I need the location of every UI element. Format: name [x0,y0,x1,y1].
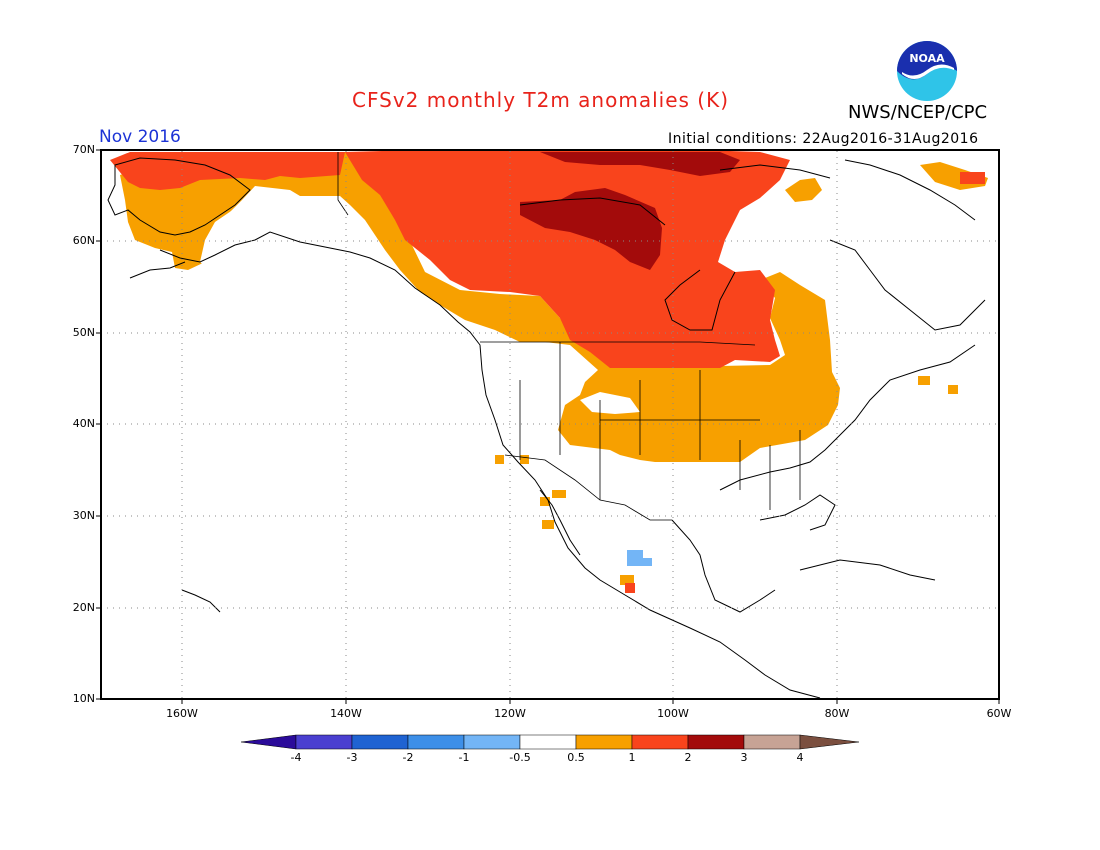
anomaly-0.5-1-region [520,455,529,464]
colorbar-label: -3 [346,751,358,764]
anomaly-0.5-1-region [340,152,840,462]
colorbar-m2-m1 [407,734,465,750]
anomaly-0.5-1-region [948,385,958,394]
agency-label: NWS/NCEP/CPC [848,102,988,123]
anomaly-fields [110,150,988,593]
colorbar-m4-m3 [295,734,353,750]
colorbar-label: 1 [628,751,636,764]
lat-label: 40N [72,417,95,430]
anomaly-1-2-region [110,152,345,190]
chart-title: CFSv2 monthly T2m anomalies (K) [352,88,729,112]
anomaly-0.5-1-region [920,162,988,190]
forecast-period: Nov 2016 [99,127,181,147]
colorbar-below-4 [240,734,297,750]
colorbar-m1-m05 [463,734,521,750]
colorbar-label: 4 [796,751,804,764]
anomaly-2-3-region [520,188,662,270]
anomaly-0.5-1-region [495,455,504,464]
lat-label: 30N [72,509,95,522]
colorbar-label: -4 [290,751,302,764]
lat-label: 60N [72,234,95,247]
anomaly-0.5-1-region [918,376,930,385]
anomaly-1-2-region [750,160,780,178]
lon-label: 100W [657,707,689,720]
colorbar-label: -2 [402,751,414,764]
anomaly-0.5-1-region [620,575,634,585]
anomaly-1-2-region [625,583,635,593]
lon-label: 120W [494,707,526,720]
neutral-region [580,392,640,414]
noaa-logo-text: NOAA [909,52,945,65]
lat-label: 10N [72,692,95,705]
lat-label: 70N [72,143,95,156]
map-frame [100,149,1000,700]
gridlines [101,151,999,699]
colorbar-label: -1 [458,751,470,764]
initial-conditions: Initial conditions: 22Aug2016-31Aug2016 [668,131,979,147]
anomaly-2-3-region [540,152,740,176]
lon-label: 160W [166,707,198,720]
lon-label: 140W [330,707,362,720]
colorbar-label: 3 [740,751,748,764]
political-borders [337,152,801,521]
anomaly-0.5-1-region [542,520,554,529]
anomaly-1-2-region [345,150,790,368]
colorbar-neutral [519,734,577,750]
colorbar-2-3 [687,734,745,750]
anomaly-0.5-1-region [785,178,822,202]
anomaly-0.5-1-region [552,490,566,498]
axis-ticks [96,149,1000,704]
colorbar-label: 0.5 [567,751,585,764]
lon-label: 60W [986,707,1012,720]
anomaly-0.5-1-region [120,152,350,270]
lat-label: 50N [72,326,95,339]
colorbar-m3-m2 [351,734,409,750]
colorbar-3-4 [743,734,801,750]
colorbar-05-1 [575,734,633,750]
colorbar-label: 2 [684,751,692,764]
noaa-logo: NOAA [897,41,957,101]
lat-label: 20N [72,601,95,614]
colorbar-1-2 [631,734,689,750]
neutral-region [200,196,350,342]
colorbar [240,734,860,750]
anomaly-0.5-1-region [540,497,550,506]
lon-label: 80W [824,707,850,720]
anomaly-1-2-region [960,172,985,184]
coastlines [107,157,986,699]
anomaly-minus1-region [627,550,652,566]
colorbar-above-4 [799,734,860,750]
colorbar-label: -0.5 [509,751,531,764]
